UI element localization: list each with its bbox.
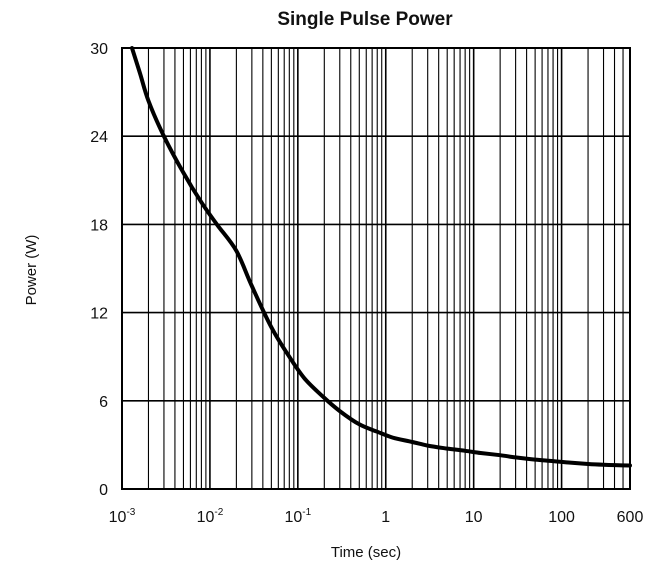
x-tick-label: 600: [617, 509, 644, 526]
x-axis-label: Time (sec): [331, 544, 401, 561]
x-tick-label: 10: [465, 509, 483, 526]
y-axis-label: Power (W): [23, 235, 40, 306]
x-tick-label: 100: [548, 509, 575, 526]
chart-title: Single Pulse Power: [277, 9, 453, 30]
y-tick-labels: 0 6 12 18 24 30: [90, 41, 108, 499]
y-tick-label: 12: [90, 306, 108, 323]
y-tick-label: 18: [90, 217, 108, 234]
y-tick-label: 30: [90, 41, 108, 58]
horizontal-gridlines: [122, 47, 630, 490]
y-tick-label: 24: [90, 129, 108, 146]
power-curve-line: [130, 46, 632, 468]
x-tick-label: 10-3: [109, 507, 136, 526]
y-tick-label: 0: [99, 482, 108, 499]
x-tick-label: 1: [381, 509, 390, 526]
vertical-gridlines: [121, 48, 631, 489]
plot-frame: [121, 47, 631, 490]
x-tick-label: 10-1: [284, 507, 311, 526]
x-tick-label: 10-2: [197, 507, 224, 526]
y-tick-label: 6: [99, 394, 108, 411]
x-tick-labels: 10-3 10-2 10-1 1 10 100 600: [109, 507, 644, 526]
